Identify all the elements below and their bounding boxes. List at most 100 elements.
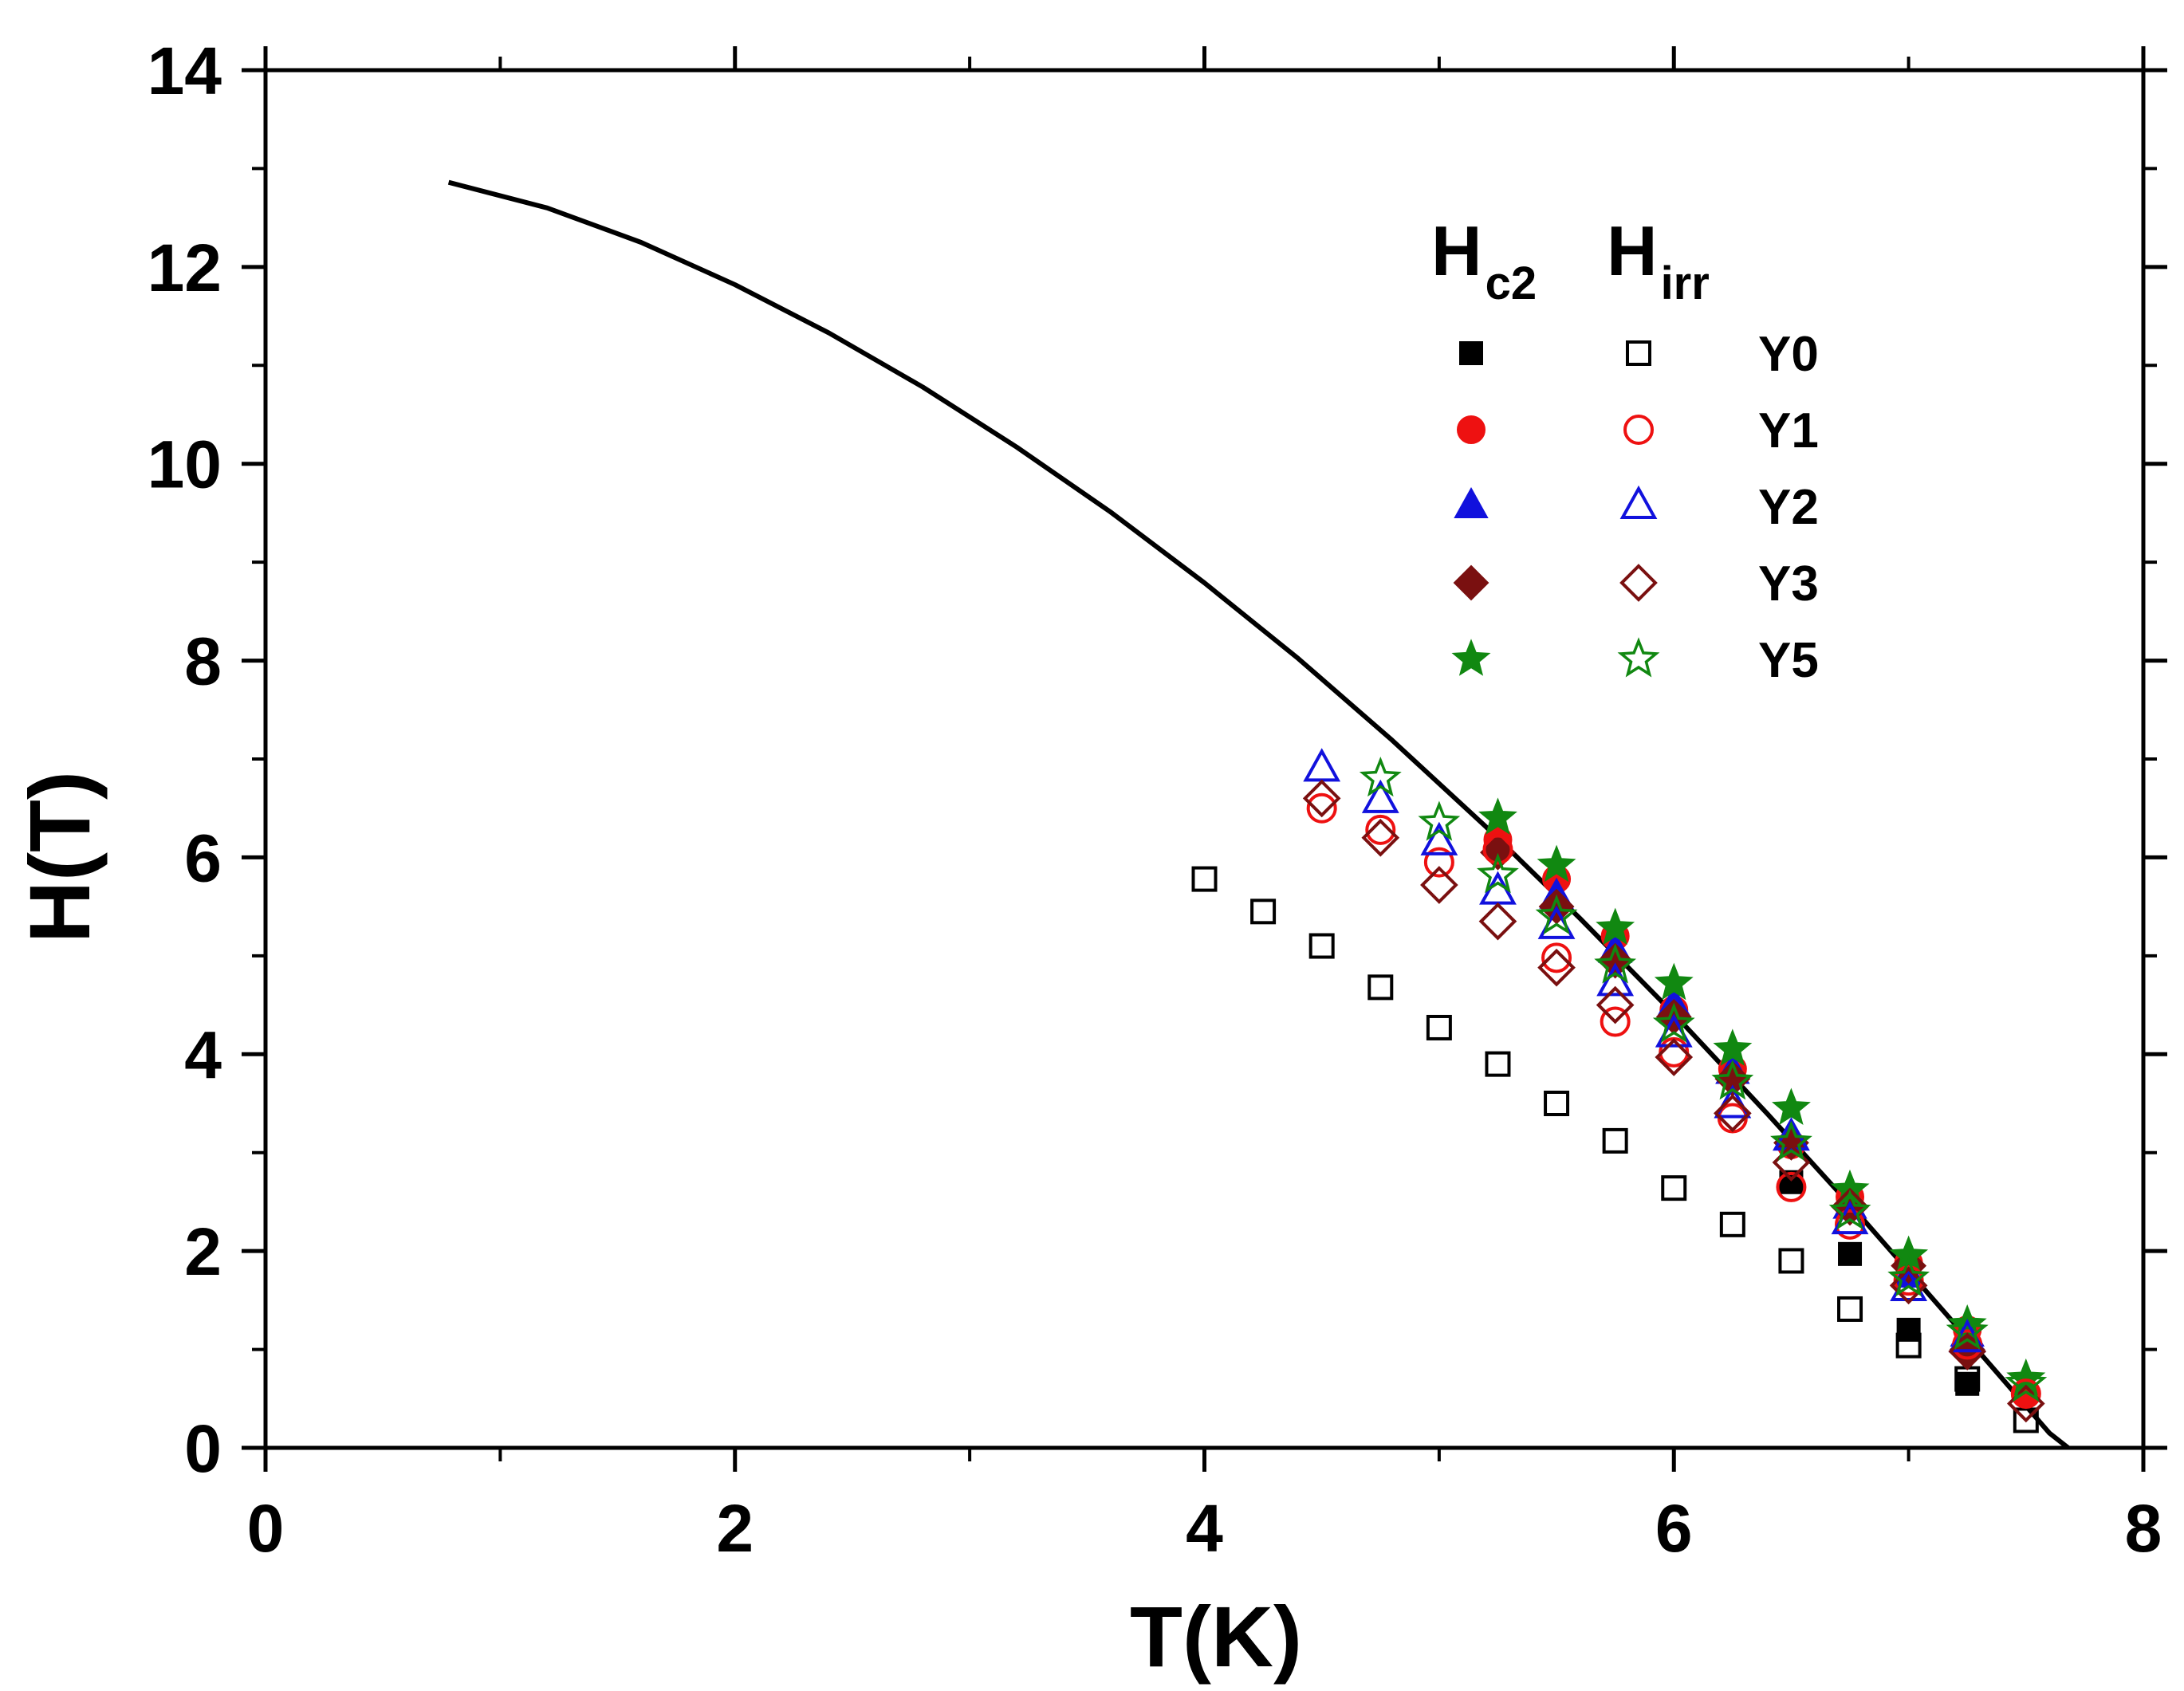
hirr-point-y2 [1714, 1084, 1752, 1119]
hirr-point-y0 [1837, 1296, 1863, 1322]
hirr-point-y0 [1191, 866, 1218, 892]
hirr-point-y2 [1420, 821, 1458, 855]
y-tick-label: 2 [184, 1214, 222, 1289]
hirr-point-y0 [1308, 933, 1335, 959]
hirr-point-y3 [1831, 1187, 1869, 1226]
hirr-point-y5 [1594, 943, 1637, 984]
y-tick-label: 4 [184, 1017, 222, 1092]
legend-marker-open-y1 [1623, 415, 1654, 445]
hirr-point-y0 [1367, 974, 1394, 1001]
legend-header-hirr-subscript: irr [1661, 258, 1710, 309]
hirr-point-y1 [1423, 847, 1454, 878]
hirr-point-y3 [1714, 1094, 1752, 1133]
hirr-point-y1 [1776, 1171, 1807, 1202]
hirr-point-y1 [1659, 1036, 1690, 1068]
hc2-point-y5 [1478, 797, 1517, 835]
hirr-point-y2 [1303, 748, 1341, 782]
legend-marker-open-y3 [1619, 564, 1658, 602]
axes-layer: 0 2 4 6 8 0 2 4 6 8 10 12 14 [148, 33, 2167, 1566]
hc2-point-y0 [1838, 1241, 1863, 1266]
legend-label-y2: Y2 [1758, 480, 1819, 535]
hirr-point-y1 [1835, 1209, 1866, 1240]
hirr-point-y1 [1600, 1006, 1631, 1037]
hirr-point-y3 [1537, 948, 1576, 987]
plot-border [263, 68, 2146, 1450]
y-tick-label: 6 [184, 820, 222, 895]
hirr-point-y1 [1541, 942, 1572, 973]
legend-marker-open-y2 [1619, 485, 1658, 519]
y-tick-label: 0 [184, 1411, 222, 1486]
legend-label-y3: Y3 [1758, 556, 1819, 612]
hc2-point-y3 [1480, 834, 1516, 871]
hirr-point-y0 [1544, 1091, 1570, 1116]
legend-header-hc2-subscript: c2 [1486, 258, 1537, 309]
hirr-point-y0 [1719, 1211, 1745, 1237]
y-tick-label: 8 [184, 624, 222, 699]
hirr-point-y5 [1711, 1059, 1754, 1100]
legend-label-y1: Y1 [1758, 403, 1819, 458]
hc2-point-y5 [1772, 1087, 1811, 1126]
hc2-point-y0 [1896, 1317, 1921, 1342]
hirr-point-y0 [1602, 1127, 1628, 1154]
hirr-point-y0 [2013, 1407, 2039, 1433]
hirr-point-y0 [1778, 1248, 1804, 1274]
hirr-point-y5 [1770, 1120, 1812, 1161]
y-tick-label: 14 [148, 33, 222, 108]
hirr-point-y1 [1365, 814, 1396, 845]
hirr-point-y3 [1478, 902, 1517, 941]
hirr-point-y2 [1361, 779, 1399, 813]
legend-marker-filled-y2 [1454, 486, 1489, 518]
hirr-point-y1 [1306, 792, 1337, 824]
fit-curve [447, 179, 2070, 1450]
x-tick-label: 2 [716, 1491, 754, 1566]
hirr-point-y3 [1420, 866, 1458, 904]
hirr-point-y5 [1887, 1256, 1930, 1297]
y-tick-label: 12 [148, 230, 222, 305]
x-tick-label: 4 [1186, 1491, 1223, 1566]
legend-label-y5: Y5 [1758, 633, 1819, 688]
x-tick-label: 0 [247, 1491, 285, 1566]
legend-marker-filled-y1 [1457, 415, 1486, 444]
legend-marker-open-y0 [1626, 340, 1651, 366]
legend-marker-filled-y3 [1453, 564, 1489, 601]
legend-header-hc2: Hc2 [1431, 211, 1537, 309]
hc2-point-y5 [1713, 1028, 1753, 1066]
legend-header-hirr: Hirr [1607, 211, 1710, 309]
hirr-point-y5 [2005, 1362, 2048, 1402]
x-axis-title: T(K) [1130, 1588, 1302, 1685]
hirr-point-y3 [1596, 985, 1635, 1024]
legend-marker-filled-y5 [1451, 639, 1491, 676]
y-axis-title: H(T) [11, 771, 108, 943]
x-tick-label: 8 [2125, 1491, 2162, 1566]
hirr-point-y5 [1652, 1002, 1695, 1043]
legend: Hc2 Hirr Y0 Y1 Y2 Y3 Y5 [1431, 211, 1819, 688]
hirr-point-y5 [1946, 1309, 1989, 1350]
legend-marker-open-y5 [1617, 637, 1660, 678]
hirr-point-y2 [1773, 1117, 1810, 1151]
data-points-layer [1191, 748, 2048, 1433]
fit-curve-layer [447, 179, 2070, 1450]
hirr-point-y5 [1418, 800, 1461, 841]
hirr-point-y5 [1477, 852, 1519, 894]
hirr-point-y3 [1361, 818, 1400, 857]
hirr-point-y1 [1717, 1103, 1748, 1134]
hirr-point-y0 [1426, 1014, 1452, 1040]
plot-frame [263, 68, 2146, 1450]
hirr-point-y0 [1661, 1175, 1687, 1201]
hirr-point-y0 [1250, 899, 1277, 925]
hc2-point-y5 [1537, 844, 1576, 883]
hc2-point-y5 [1654, 962, 1694, 1001]
hirr-point-y5 [1359, 756, 1402, 797]
hirr-point-y1 [1482, 834, 1513, 865]
hirr-point-y3 [1302, 779, 1341, 818]
hirr-point-y5 [1535, 894, 1578, 934]
x-tick-label: 6 [1655, 1491, 1693, 1566]
hirr-point-y1 [2010, 1378, 2041, 1410]
hirr-point-y0 [1485, 1051, 1511, 1077]
hirr-point-y5 [1828, 1190, 1871, 1230]
hirr-point-y0 [1895, 1332, 1922, 1359]
hirr-point-y3 [1655, 1038, 1694, 1076]
y-tick-label: 10 [148, 427, 222, 502]
legend-label-y0: Y0 [1758, 327, 1819, 382]
